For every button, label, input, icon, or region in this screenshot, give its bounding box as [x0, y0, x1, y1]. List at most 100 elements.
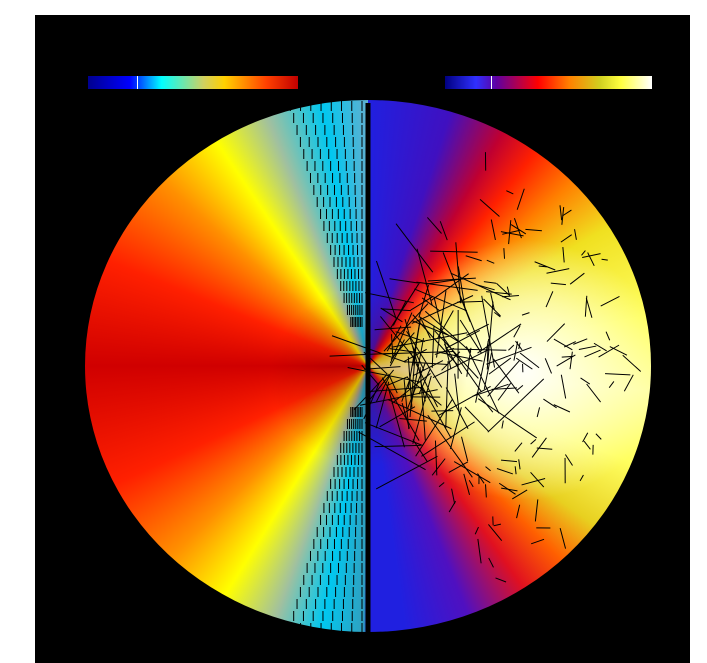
vector-arrow [599, 345, 619, 357]
vector-arrow [502, 296, 519, 297]
vector-arrow [522, 313, 529, 316]
vector-arrow [605, 374, 630, 375]
vector-arrow [478, 324, 522, 353]
vector-arrow [396, 224, 433, 273]
vector-arrow [516, 385, 523, 390]
vector-arrow [587, 384, 601, 402]
vector-arrow [375, 445, 421, 446]
vector-arrow [365, 293, 414, 303]
vector-arrow [545, 358, 551, 373]
vector-arrow [478, 399, 537, 438]
vector-arrow [478, 539, 481, 563]
vector-arrow [462, 437, 468, 461]
vector-arrow [624, 375, 633, 391]
vector-arrow [535, 499, 537, 521]
vector-arrow [432, 326, 434, 368]
vector-arrow [438, 386, 490, 415]
vector-arrow [427, 217, 441, 233]
vector-arrow [488, 361, 520, 397]
vector-arrow [501, 460, 517, 462]
vector-arrow [602, 259, 608, 260]
vector-arrow [579, 346, 596, 349]
plot-frame [35, 15, 690, 663]
vector-arrow [547, 269, 570, 274]
vector-arrow [562, 210, 571, 216]
vector-arrow [376, 456, 437, 489]
vector-arrow [497, 468, 513, 473]
vector-arrow [496, 578, 507, 582]
vector-arrow [560, 205, 562, 220]
vector-arrow [515, 466, 516, 474]
vector-arrow [499, 483, 515, 494]
vector-arrow [583, 433, 588, 442]
vector-arrow [508, 345, 513, 350]
vector-arrow [546, 291, 553, 307]
vector-arrow [512, 490, 527, 499]
vector-arrow [484, 282, 496, 284]
vector-arrow [365, 423, 423, 446]
vector-arrow [547, 324, 565, 342]
vector-arrow [531, 539, 544, 544]
vector-arrow [464, 474, 470, 495]
vector-arrow [387, 326, 401, 351]
vector-arrow [561, 235, 572, 242]
vector-arrow [562, 207, 564, 225]
vector-arrow [551, 283, 566, 285]
vector-arrow [486, 484, 487, 497]
vector-arrow [487, 260, 494, 263]
vector-arrow [623, 355, 641, 371]
vector-arrow [588, 253, 595, 266]
vector-arrow [609, 381, 614, 387]
vector-arrow [543, 399, 556, 408]
vector-field [35, 15, 690, 663]
vector-arrow [517, 189, 524, 210]
vector-arrow [531, 439, 536, 444]
vector-arrow [390, 279, 418, 283]
vector-arrow [575, 229, 577, 240]
vector-arrow [563, 247, 564, 262]
vector-arrow [519, 459, 520, 469]
vector-arrow [581, 251, 585, 256]
vector-arrow [466, 256, 482, 261]
vector-arrow [451, 349, 506, 350]
vector-arrow [452, 489, 455, 504]
vector-arrow [517, 505, 520, 518]
vector-arrow [535, 262, 556, 270]
vector-arrow [560, 528, 565, 549]
vector-arrow [586, 298, 592, 318]
vector-arrow [610, 347, 627, 356]
vector-arrow [537, 448, 552, 449]
vector-arrow [570, 352, 572, 370]
vector-arrow [516, 358, 532, 369]
vector-arrow [601, 296, 620, 306]
vector-arrow [465, 407, 488, 431]
vector-arrow [469, 480, 473, 487]
vector-arrow [580, 475, 583, 481]
vector-arrow [486, 292, 512, 295]
vector-arrow [491, 220, 495, 240]
vector-arrow [537, 407, 539, 417]
vector-arrow [570, 273, 584, 284]
vector-arrow [467, 324, 489, 335]
vector-arrow [489, 358, 511, 374]
vector-arrow [515, 443, 522, 452]
vector-arrow [454, 462, 490, 483]
vector-arrow [486, 467, 491, 471]
vector-arrow [514, 341, 518, 360]
vector-arrow [488, 524, 501, 540]
vector-arrow [502, 421, 503, 429]
vector-arrow [446, 330, 480, 348]
vector-arrow [412, 321, 448, 335]
vector-arrow [439, 482, 444, 486]
vector-arrow [596, 434, 601, 440]
vector-arrow [392, 334, 393, 358]
vector-arrow [489, 558, 494, 567]
vector-arrow [494, 524, 501, 526]
vector-arrow [504, 248, 505, 259]
vector-arrow [390, 313, 412, 364]
vector-arrow [584, 441, 590, 449]
vector-arrow [585, 350, 601, 357]
vector-arrow [430, 251, 477, 252]
vector-arrow [506, 191, 513, 194]
vector-arrow [565, 455, 572, 466]
